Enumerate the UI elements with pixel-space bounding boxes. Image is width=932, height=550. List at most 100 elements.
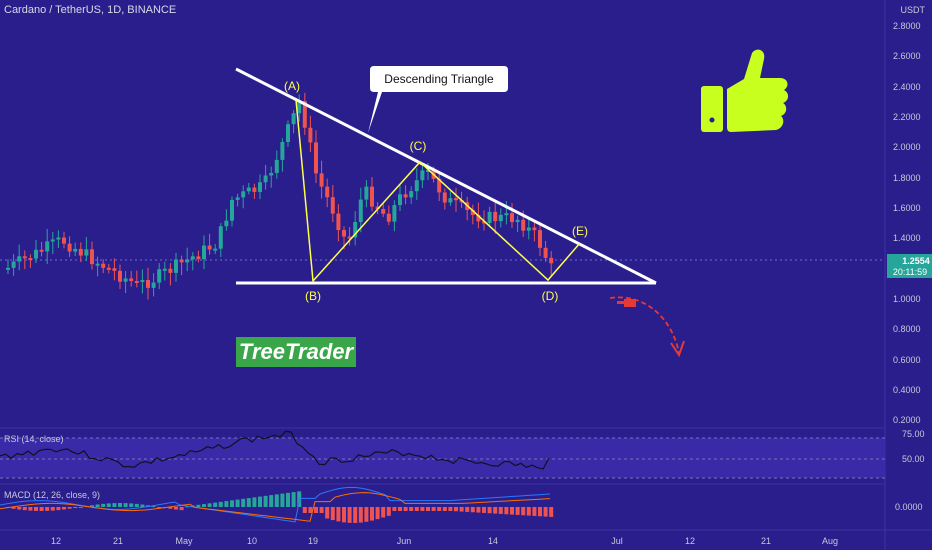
macd-bar bbox=[241, 498, 246, 507]
macd-bar bbox=[62, 507, 66, 510]
macd-bar bbox=[442, 507, 447, 511]
macd-bar bbox=[454, 507, 458, 512]
candle-body bbox=[34, 249, 38, 259]
candle-body bbox=[62, 237, 66, 244]
macd-bar bbox=[151, 506, 156, 508]
triangle-upper-line[interactable] bbox=[235, 67, 657, 285]
time-tick: 21 bbox=[761, 536, 771, 546]
time-tick: 10 bbox=[247, 536, 257, 546]
point-label-d: (D) bbox=[542, 289, 559, 303]
macd-bar bbox=[459, 507, 464, 512]
candle-body bbox=[263, 175, 268, 183]
macd-bar bbox=[168, 507, 173, 509]
macd-bar bbox=[336, 507, 341, 522]
price-tick: 2.2000 bbox=[893, 112, 921, 122]
candle-body bbox=[202, 245, 206, 260]
price-tick: 2.4000 bbox=[893, 82, 921, 92]
time-tick: May bbox=[175, 536, 193, 546]
macd-bar bbox=[263, 495, 268, 507]
candle-body bbox=[448, 198, 453, 203]
candle-body bbox=[235, 197, 240, 200]
time-tick: 19 bbox=[308, 536, 318, 546]
macd-bar bbox=[314, 507, 318, 513]
candle-body bbox=[84, 249, 89, 256]
candle-body bbox=[381, 209, 386, 214]
macd-bar bbox=[330, 507, 335, 521]
rsi-legend[interactable]: RSI (14, close) bbox=[4, 434, 64, 444]
macd-bar bbox=[95, 504, 100, 507]
candle-body bbox=[549, 257, 554, 264]
candle-body bbox=[532, 227, 537, 231]
macd-bar bbox=[174, 507, 178, 510]
callout-bubble bbox=[368, 66, 508, 133]
price-tick: 2.6000 bbox=[893, 51, 921, 61]
candle-body bbox=[118, 270, 122, 282]
candle-body bbox=[353, 221, 358, 238]
macd-bar bbox=[90, 505, 94, 507]
macd-bar bbox=[515, 507, 520, 515]
candle-body bbox=[129, 278, 134, 281]
macd-bar bbox=[280, 493, 285, 507]
macd-bar bbox=[392, 507, 397, 511]
time-axis[interactable]: 12 21 May 10 19 Jun 14 Jul 12 21 Aug bbox=[51, 536, 838, 546]
candle-body bbox=[28, 258, 33, 261]
candle-body bbox=[218, 226, 223, 249]
macd-bar bbox=[398, 507, 402, 511]
candle-body bbox=[258, 182, 262, 192]
macd-bar bbox=[498, 507, 503, 514]
candle-body bbox=[207, 245, 212, 250]
macd-bar bbox=[78, 506, 83, 508]
macd-bar bbox=[375, 507, 380, 520]
candle-body bbox=[302, 101, 307, 128]
macd-bar bbox=[28, 507, 33, 511]
macd-bar bbox=[370, 507, 374, 521]
macd-bar bbox=[308, 507, 313, 513]
macd-bar bbox=[258, 496, 262, 507]
macd-bar bbox=[426, 507, 430, 511]
price-tick: 0.2000 bbox=[893, 415, 921, 425]
macd-bar bbox=[437, 507, 442, 511]
candle-body bbox=[437, 178, 442, 193]
candle-body bbox=[39, 249, 44, 252]
macd-bar bbox=[358, 507, 363, 523]
macd-bar bbox=[510, 507, 514, 515]
candle-body bbox=[498, 214, 503, 222]
candle-body bbox=[420, 170, 425, 181]
price-axis[interactable]: 2.8000 2.6000 2.4000 2.2000 2.0000 1.8000 1.60… bbox=[893, 21, 921, 425]
candle-body bbox=[241, 191, 246, 198]
macd-legend[interactable]: MACD (12, 26, close, 9) bbox=[4, 490, 101, 500]
candle-body bbox=[526, 227, 531, 231]
macd-bar bbox=[129, 503, 134, 507]
macd-bar bbox=[526, 507, 531, 516]
macd-bar bbox=[353, 507, 358, 523]
symbol-title[interactable]: Cardano / TetherUS, 1D, BINANCE bbox=[4, 4, 177, 16]
macd-bar bbox=[347, 507, 352, 523]
macd-bar bbox=[364, 507, 369, 522]
macd-bar bbox=[465, 507, 470, 512]
macd-bar bbox=[22, 507, 27, 511]
candle-body bbox=[190, 256, 195, 260]
candle-body bbox=[230, 199, 234, 221]
rsi-tick-50: 50.00 bbox=[902, 454, 925, 464]
macd-bar bbox=[549, 507, 554, 517]
candle-body bbox=[515, 219, 520, 223]
macd-bar bbox=[381, 507, 386, 518]
candle-body bbox=[297, 101, 302, 114]
candle-body bbox=[50, 239, 55, 242]
candle-body bbox=[162, 268, 167, 271]
macd-bar bbox=[470, 507, 475, 513]
time-tick: 14 bbox=[488, 536, 498, 546]
candle-body bbox=[56, 237, 61, 240]
signal-line bbox=[0, 492, 551, 522]
countdown-value: 20:11:59 bbox=[893, 267, 927, 277]
candle-body bbox=[101, 263, 106, 268]
wave-path[interactable] bbox=[295, 99, 581, 283]
candle-body bbox=[246, 187, 251, 192]
macd-bar bbox=[319, 507, 324, 513]
callout-text: Descending Triangle bbox=[384, 72, 494, 86]
macd-bar bbox=[196, 504, 201, 507]
macd-bar bbox=[106, 503, 111, 507]
macd-bar bbox=[213, 502, 218, 507]
